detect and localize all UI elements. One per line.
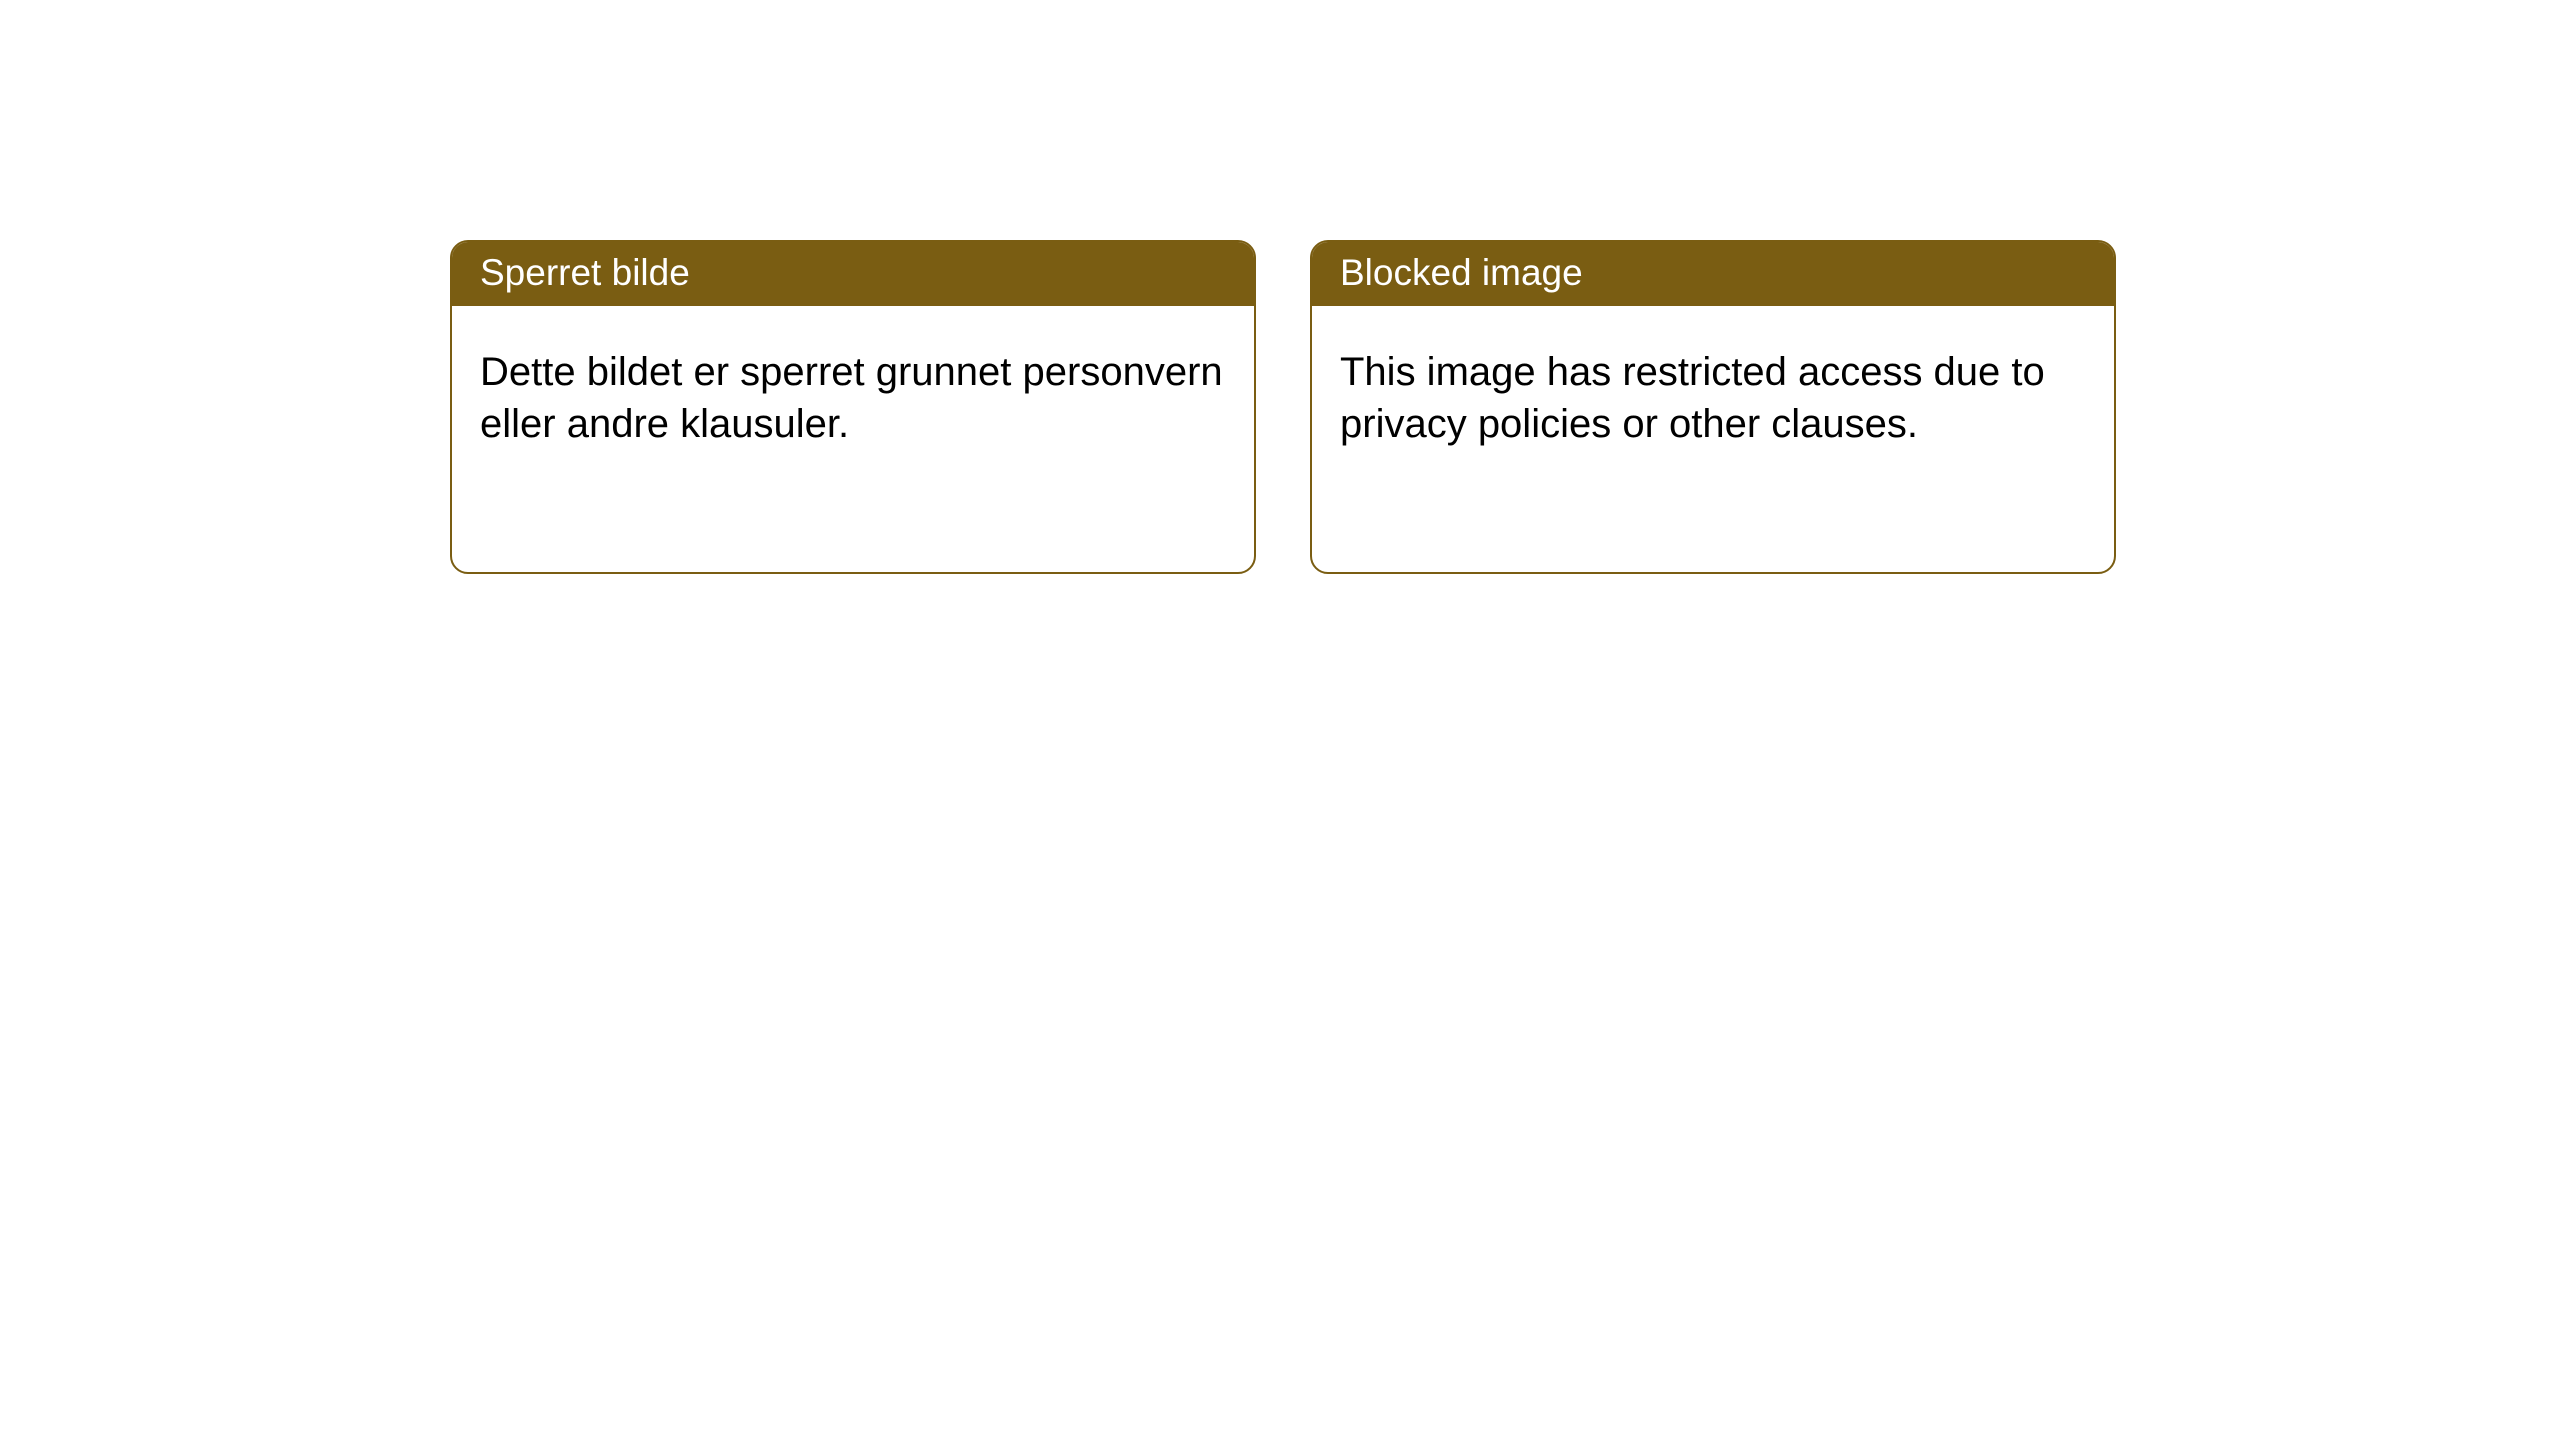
notice-card-english: Blocked image This image has restricted … — [1310, 240, 2116, 574]
notice-card-norwegian: Sperret bilde Dette bildet er sperret gr… — [450, 240, 1256, 574]
notice-body: This image has restricted access due to … — [1312, 306, 2114, 478]
notice-body: Dette bildet er sperret grunnet personve… — [452, 306, 1254, 478]
notice-header: Blocked image — [1312, 242, 2114, 306]
notice-header: Sperret bilde — [452, 242, 1254, 306]
notice-container: Sperret bilde Dette bildet er sperret gr… — [0, 0, 2560, 574]
